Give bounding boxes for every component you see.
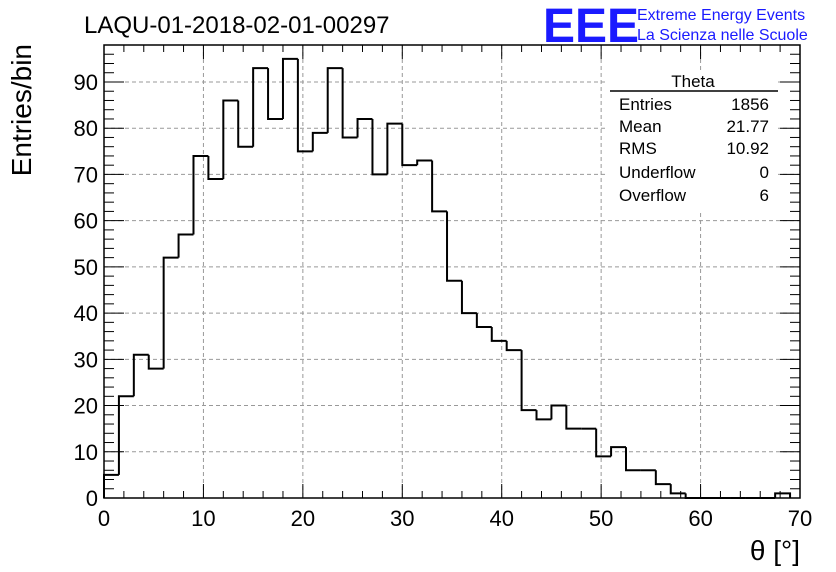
chart-title: LAQU-01-2018-02-01-00297: [84, 12, 390, 39]
x-tick-labels: 0 10 20 30 40 50 60 70: [98, 506, 812, 531]
x-tick-label: 20: [291, 506, 315, 531]
stats-box-background: [608, 72, 778, 212]
stats-value-mean: 21.77: [726, 117, 769, 136]
y-tick-label: 20: [74, 394, 98, 419]
histogram-bin: [132, 353, 149, 397]
histogram-bin: [475, 313, 492, 328]
histogram-bin: [162, 256, 179, 369]
eee-logo: EEE Extreme Energy Events La Scienza nel…: [543, 0, 808, 53]
histogram-bin: [356, 117, 373, 138]
stats-value-overflow: 6: [760, 186, 769, 205]
y-tick-label: 60: [74, 209, 98, 234]
x-axis-title: θ [°]: [750, 535, 800, 566]
histogram-bin: [177, 233, 194, 258]
histogram-bin: [595, 428, 612, 458]
histogram-series: [103, 57, 792, 499]
x-tick-label: 10: [191, 506, 215, 531]
histogram-bin: [252, 67, 269, 147]
x-tick-label: 50: [589, 506, 613, 531]
histogram-bin: [565, 405, 582, 430]
stats-label-overflow: Overflow: [619, 186, 687, 205]
histogram-bin: [371, 118, 388, 176]
stats-box-title: Theta: [671, 72, 715, 91]
histogram-bin: [535, 410, 552, 421]
histogram-bin: [237, 100, 254, 148]
histogram-bin: [267, 68, 283, 120]
y-tick-label: 50: [74, 255, 98, 280]
grid-lines: [104, 45, 800, 498]
stats-label-rms: RMS: [619, 139, 657, 158]
histogram-bin: [401, 123, 418, 167]
plot-frame: [103, 44, 801, 499]
histogram-bin: [207, 155, 224, 181]
histogram-bin: [192, 154, 209, 235]
histogram-bin: [625, 447, 641, 472]
histogram-bin: [446, 211, 462, 282]
histogram-bin: [490, 326, 507, 342]
histogram-bin: [222, 99, 239, 180]
y-tick-label: 0: [86, 486, 98, 511]
y-tick-label: 70: [74, 162, 98, 187]
x-tick-label: 70: [788, 506, 812, 531]
histogram-bin: [296, 58, 313, 153]
stats-value-entries: 1856: [731, 95, 769, 114]
plot-border: [103, 44, 801, 499]
histogram-bin: [505, 340, 522, 352]
histogram-bin: [520, 350, 537, 412]
y-tick-label: 30: [74, 347, 98, 372]
logo-mark: EEE: [543, 0, 639, 53]
logo-line-2: La Scienza nelle Scuole: [637, 27, 808, 44]
stats-value-underflow: 0: [760, 163, 769, 182]
x-tick-label: 60: [688, 506, 712, 531]
histogram-bin: [341, 68, 358, 139]
y-tick-label: 90: [74, 70, 98, 95]
y-tick-labels: 0 10 20 30 40 50 60 70 80 90: [74, 70, 98, 511]
histogram-bin: [386, 122, 403, 175]
y-tick-label: 10: [74, 440, 98, 465]
histogram-bin: [654, 470, 671, 486]
histogram-bin: [431, 160, 448, 213]
stats-value-rms: 10.92: [726, 139, 769, 158]
x-tick-label: 40: [489, 506, 513, 531]
histogram-bin: [281, 57, 298, 119]
y-tick-label: 80: [74, 116, 98, 141]
histogram-bin: [460, 280, 477, 315]
histogram-bin: [147, 354, 164, 370]
histogram-bin: [550, 404, 567, 420]
stats-label-mean: Mean: [619, 117, 662, 136]
axis-ticks: [103, 45, 801, 499]
histogram-bin: [416, 159, 433, 166]
histogram-bin: [610, 446, 626, 457]
histogram-bin: [774, 492, 792, 498]
histogram-bin: [311, 131, 328, 152]
histogram-bin: [326, 67, 343, 133]
logo-line-1: Extreme Energy Events: [637, 7, 805, 24]
x-tick-label: 30: [390, 506, 414, 531]
histogram-bin: [117, 395, 134, 475]
stats-label-underflow: Underflow: [619, 163, 696, 182]
y-axis-title: Entries/bin: [6, 44, 37, 176]
y-tick-label: 40: [74, 301, 98, 326]
stats-box: Theta Entries 1856 Mean 21.77 RMS 10.92 …: [608, 72, 778, 212]
x-tick-label: 0: [98, 506, 110, 531]
stats-label-entries: Entries: [619, 95, 672, 114]
